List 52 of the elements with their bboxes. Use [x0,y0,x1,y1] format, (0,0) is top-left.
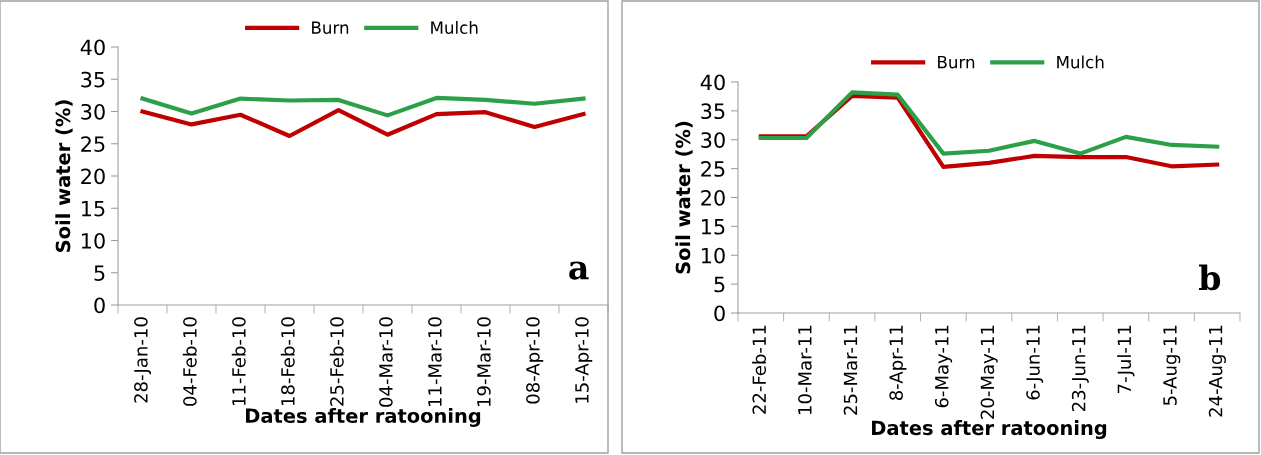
y-tick-label: 15 [701,219,725,235]
line-series [140,95,586,118]
y-tick-label: 25 [81,136,105,152]
legend-label: Mulch [431,21,478,34]
x-tick-label: 15-Apr-10 [575,317,593,403]
line-series [140,108,586,139]
y-axis-title: Soil water (%) [675,121,693,274]
y-tick-label: 10 [81,232,105,249]
y-tick-label: 35 [81,71,105,88]
y-tick-label: 40 [700,74,725,91]
annotation: b [1198,264,1221,291]
x-tick-label: 10-Mar-11 [798,325,812,415]
y-tick-label: 25 [701,161,725,177]
y-tick-label: 35 [701,103,725,120]
legend-label: Burn [938,56,975,69]
x-tick-label: 22-Feb-11 [752,325,767,414]
x-tick-label: 7-Jul-11 [1117,325,1135,393]
y-tick-label: 30 [701,132,725,148]
x-tick-label: 04-Feb-10 [182,317,197,406]
x-tick-label: 23-Jun-11 [1071,325,1089,411]
annotation: a [569,261,589,280]
x-tick-label: 28-Jan-10 [134,317,152,403]
y-axis-title: Soil water (%) [55,100,73,252]
x-tick-label: 04-Mar-10 [379,317,393,407]
x-axis-title: Dates after ratooning [246,408,481,427]
x-tick-label: 08-Apr-10 [526,317,544,404]
x-tick-label: 8-Apr-11 [889,325,907,401]
x-tick-label: 25-Mar-11 [843,325,858,415]
x-tick-label: 11-Feb-10 [231,317,246,406]
x-tick-label: 19-Mar-10 [477,317,491,407]
y-tick-label: 0 [94,297,105,314]
x-tick-label: 6-Jun-11 [1026,325,1044,400]
legend-label: Burn [312,21,349,34]
line-series [758,90,1220,156]
x-tick-label: 25-Feb-10 [329,317,344,406]
y-tick-label: 5 [714,276,725,293]
x-tick-label: 18-Feb-10 [280,317,295,406]
y-tick-label: 20 [81,168,105,185]
y-tick-label: 20 [701,189,725,206]
y-tick-label: 5 [94,265,105,281]
x-tick-label: 5-Aug-11 [1163,325,1181,406]
y-tick-label: 40 [80,39,105,56]
x-tick-label: 11-Mar-10 [428,317,442,407]
legend-label: Mulch [1057,55,1104,69]
y-tick-label: 0 [714,305,725,322]
x-tick-label: 24-Aug-11 [1208,325,1226,417]
x-tick-label: 6-May-11 [934,325,953,408]
y-tick-label: 10 [701,247,725,264]
y-tick-label: 30 [81,103,105,120]
x-tick-label: 20-May-11 [980,325,998,419]
x-axis-title: Dates after ratooning [872,420,1107,440]
y-tick-label: 15 [81,200,105,217]
